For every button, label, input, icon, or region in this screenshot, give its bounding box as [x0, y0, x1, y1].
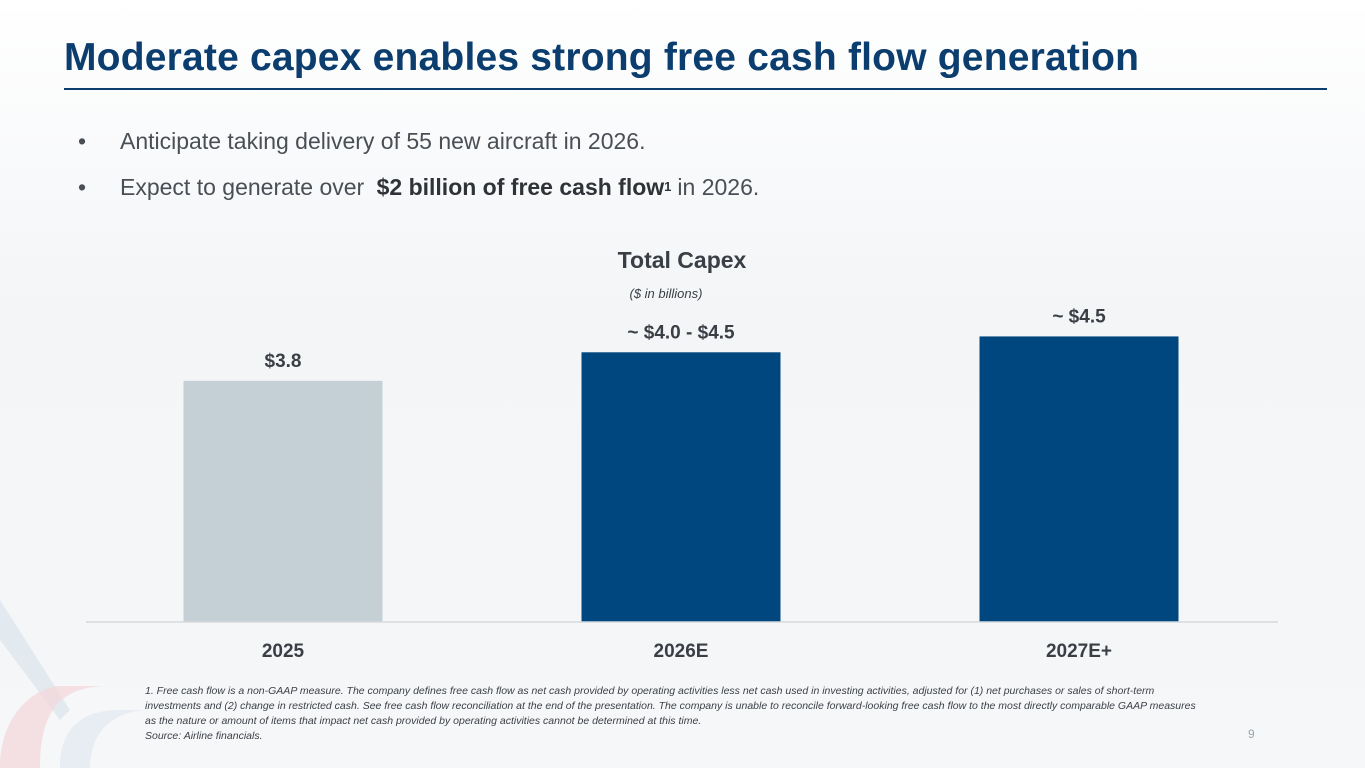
title-underline	[64, 88, 1327, 90]
capex-bar-chart: Total Capex ($ in billions) $3.8 2025 ~ $4…	[86, 247, 1278, 662]
footnote-block: 1. Free cash flow is a non-GAAP measure.…	[145, 684, 1205, 744]
x-tick-label: 2025	[262, 641, 305, 662]
decorative-swoosh	[0, 600, 150, 768]
bar-2027e	[979, 336, 1179, 622]
data-label: $3.8	[265, 351, 302, 372]
bullet-text: Anticipate taking delivery of 55 new air…	[120, 128, 646, 154]
source-note: Source: Airline financials.	[145, 730, 263, 742]
bar-2026e	[581, 352, 781, 622]
data-label: ~ $4.0 - $4.5	[627, 322, 735, 343]
bullet-bold-highlight: $2 billion of free cash flow	[376, 174, 665, 200]
bullet-dot: •	[78, 128, 87, 154]
slide-title: Moderate capex enables strong free cash …	[64, 36, 1140, 79]
x-tick-label: 2027E+	[1046, 641, 1112, 662]
page-number: 9	[1248, 727, 1255, 741]
bullet-dot: •	[78, 174, 87, 200]
bullet-item: • Expect to generate over $2 billion of …	[78, 164, 759, 210]
bar-2025	[183, 380, 383, 622]
x-tick-label: 2026E	[654, 641, 709, 662]
bullet-text-suffix: in 2026.	[677, 174, 760, 200]
chart-subtitle: ($ in billions)	[630, 286, 703, 301]
bullet-list: • Anticipate taking delivery of 55 new a…	[78, 118, 759, 210]
data-label: ~ $4.5	[1052, 306, 1106, 327]
chart-title: Total Capex	[618, 247, 747, 273]
footnote-marker: 1	[664, 179, 672, 194]
bullet-item: • Anticipate taking delivery of 55 new a…	[78, 118, 759, 164]
footnote-text: 1. Free cash flow is a non-GAAP measure.…	[145, 685, 1196, 727]
bullet-text-prefix: Expect to generate over	[120, 174, 371, 200]
